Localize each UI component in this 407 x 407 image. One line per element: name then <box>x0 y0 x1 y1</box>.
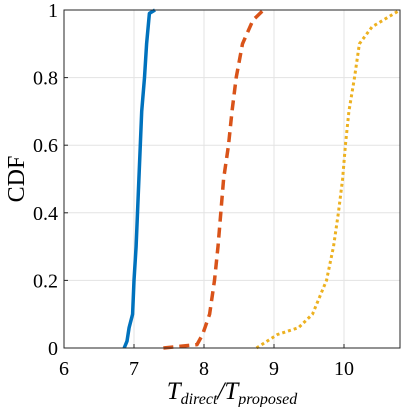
series-layer <box>122 8 401 350</box>
x-tick-label-4: 10 <box>334 358 354 380</box>
y-tick-label-1: 0.2 <box>33 270 58 292</box>
series-line-3 <box>255 8 401 350</box>
plot-frame <box>63 9 401 349</box>
x-axis-label: Tdirect/Tproposed <box>167 378 298 407</box>
x-label-separator: / <box>215 378 226 405</box>
y-tick-label-5: 1 <box>48 0 58 22</box>
series-line-2 <box>163 8 265 350</box>
x-tick-label-3: 9 <box>269 358 279 380</box>
y-tick-label-0: 0 <box>48 338 58 360</box>
grid <box>63 9 400 349</box>
x-tick-label-2: 8 <box>199 358 209 380</box>
x-tick-label-0: 6 <box>59 358 69 380</box>
x-label-base-left: T <box>167 378 183 405</box>
x-label-base-right: T <box>224 378 240 405</box>
x-tick-label-1: 7 <box>129 358 139 380</box>
y-tick-label-2: 0.4 <box>33 203 58 225</box>
series-line-1 <box>122 8 156 349</box>
y-ticks: 0 0.2 0.4 0.6 0.8 1 <box>33 0 68 360</box>
y-tick-label-4: 0.8 <box>33 68 58 90</box>
x-ticks: 6 7 8 9 10 <box>59 344 354 380</box>
y-axis-label: CDF <box>4 156 30 203</box>
x-label-sub-right: proposed <box>237 391 298 407</box>
y-tick-label-3: 0.6 <box>33 135 58 157</box>
x-label-sub-left: direct <box>181 391 218 407</box>
